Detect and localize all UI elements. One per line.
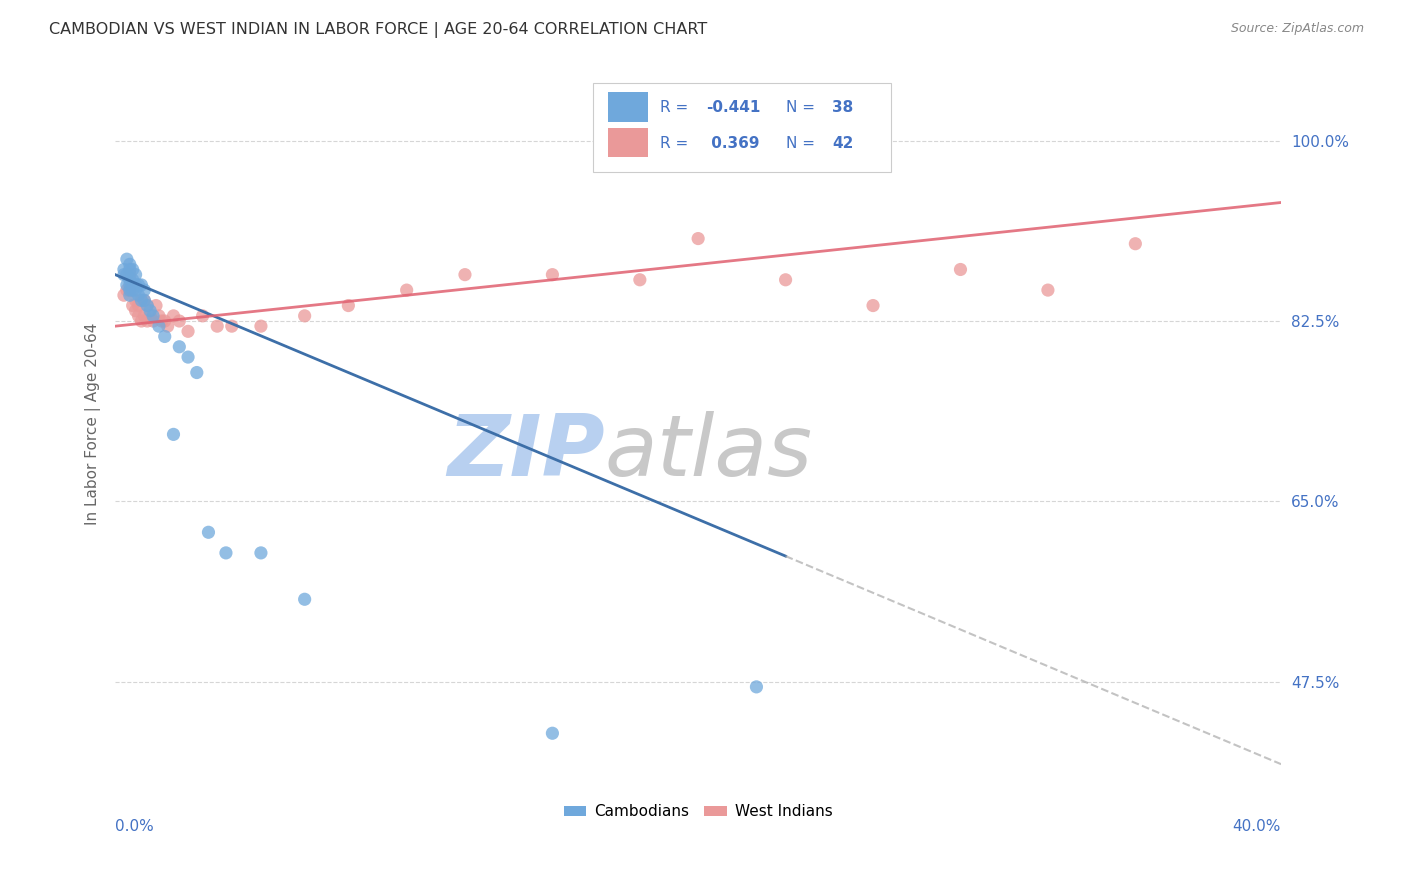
Point <box>112 268 135 282</box>
Point <box>215 546 238 560</box>
FancyBboxPatch shape <box>609 92 648 122</box>
Legend: Cambodians, West Indians: Cambodians, West Indians <box>557 798 839 825</box>
Point <box>197 525 219 540</box>
Text: N =: N = <box>786 136 820 151</box>
Point <box>150 314 173 328</box>
Point <box>1036 283 1059 297</box>
Point <box>128 288 150 302</box>
Point <box>139 303 162 318</box>
Point <box>395 283 418 297</box>
Point <box>121 283 143 297</box>
Point <box>115 268 138 282</box>
Text: 38: 38 <box>832 100 853 115</box>
Point <box>118 262 141 277</box>
Point <box>541 268 564 282</box>
Point <box>124 277 146 292</box>
Text: R =: R = <box>659 100 693 115</box>
Text: -0.441: -0.441 <box>706 100 761 115</box>
Point <box>115 252 138 267</box>
Point <box>169 314 191 328</box>
Point <box>294 309 316 323</box>
Point <box>128 299 150 313</box>
Point <box>118 257 141 271</box>
Point <box>775 273 797 287</box>
Point <box>128 277 150 292</box>
Point <box>177 350 200 364</box>
FancyBboxPatch shape <box>593 83 890 171</box>
Point <box>628 273 651 287</box>
Point <box>118 288 141 302</box>
Y-axis label: In Labor Force | Age 20-64: In Labor Force | Age 20-64 <box>86 323 101 525</box>
Point <box>121 283 143 297</box>
Point <box>118 268 141 282</box>
Point <box>124 268 146 282</box>
Point <box>162 427 184 442</box>
Text: ZIP: ZIP <box>447 411 605 494</box>
Point <box>112 288 135 302</box>
Point <box>153 314 176 328</box>
Point <box>136 299 159 313</box>
Point <box>115 277 138 292</box>
Text: N =: N = <box>786 100 820 115</box>
Point <box>118 283 141 297</box>
Point <box>1125 236 1147 251</box>
Point <box>156 319 179 334</box>
Point <box>118 277 141 292</box>
Point <box>162 309 184 323</box>
Point <box>139 309 162 323</box>
Text: CAMBODIAN VS WEST INDIAN IN LABOR FORCE | AGE 20-64 CORRELATION CHART: CAMBODIAN VS WEST INDIAN IN LABOR FORCE … <box>49 22 707 38</box>
Point <box>145 299 167 313</box>
Point <box>112 262 135 277</box>
Point <box>191 309 214 323</box>
Text: Source: ZipAtlas.com: Source: ZipAtlas.com <box>1230 22 1364 36</box>
Point <box>745 680 768 694</box>
Point <box>337 299 360 313</box>
Point <box>153 329 176 343</box>
Point <box>131 293 153 308</box>
Point <box>177 324 200 338</box>
Point <box>250 546 273 560</box>
Text: 0.369: 0.369 <box>706 136 759 151</box>
Point <box>115 283 138 297</box>
Point <box>124 283 146 297</box>
Point <box>136 299 159 313</box>
Point <box>294 592 316 607</box>
Point <box>862 299 884 313</box>
Text: R =: R = <box>659 136 697 151</box>
Point <box>128 309 150 323</box>
Point <box>134 283 156 297</box>
Point <box>131 277 153 292</box>
Point <box>205 319 228 334</box>
Point <box>454 268 477 282</box>
FancyBboxPatch shape <box>609 128 648 157</box>
Point <box>142 314 165 328</box>
Text: 40.0%: 40.0% <box>1233 819 1281 834</box>
Point <box>148 319 170 334</box>
Point <box>134 293 156 308</box>
Text: 42: 42 <box>832 136 853 151</box>
Point <box>541 726 564 740</box>
Point <box>121 262 143 277</box>
Point <box>118 283 141 297</box>
Text: atlas: atlas <box>605 411 813 494</box>
Point <box>169 340 191 354</box>
Text: 0.0%: 0.0% <box>115 819 153 834</box>
Point <box>136 314 159 328</box>
Point <box>121 299 143 313</box>
Point <box>124 293 146 308</box>
Point <box>131 314 153 328</box>
Point <box>131 293 153 308</box>
Point <box>142 309 165 323</box>
Point <box>148 309 170 323</box>
Point <box>221 319 243 334</box>
Point <box>121 273 143 287</box>
Point <box>949 262 972 277</box>
Point <box>134 309 156 323</box>
Point <box>118 273 141 287</box>
Point <box>250 319 273 334</box>
Point <box>688 231 710 245</box>
Point <box>186 366 208 380</box>
Point <box>124 303 146 318</box>
Point <box>134 293 156 308</box>
